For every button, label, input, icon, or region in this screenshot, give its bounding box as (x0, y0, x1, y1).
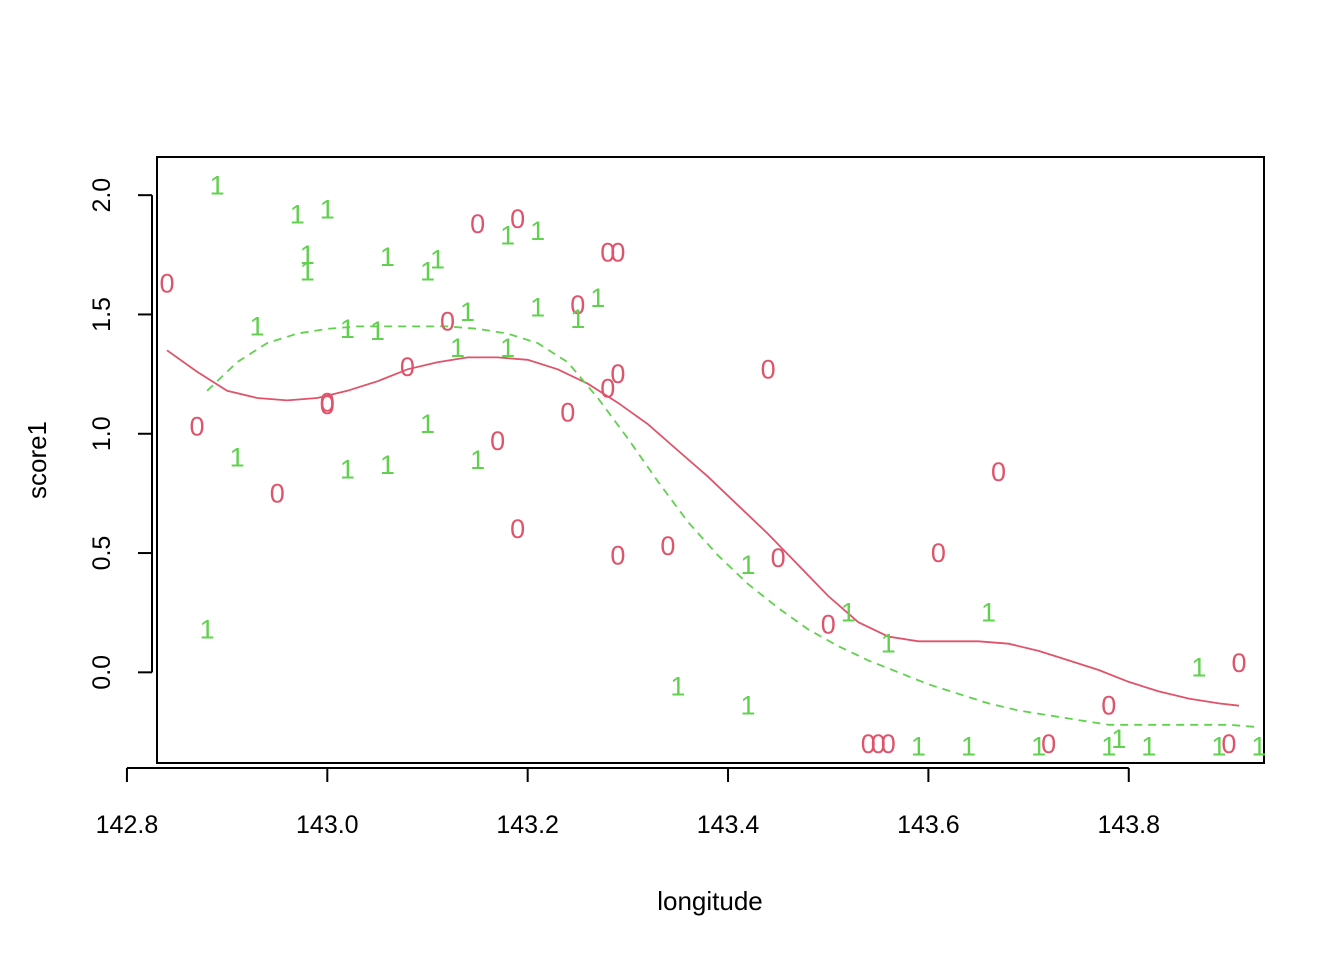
data-point-group-0: 0 (470, 209, 485, 239)
data-point-group-1: 1 (340, 455, 355, 485)
data-point-group-0: 0 (510, 204, 525, 234)
data-point-group-1: 1 (460, 297, 475, 327)
data-point-group-0: 0 (771, 543, 786, 573)
data-point-group-1: 1 (370, 316, 385, 346)
data-point-group-1: 1 (500, 221, 515, 251)
y-tick-label: 1.5 (88, 297, 116, 332)
smooth-line-group-1 (206, 325, 1260, 729)
data-point-group-0: 0 (160, 268, 175, 298)
y-axis-title: score1 (22, 421, 52, 499)
data-point-group-1: 1 (380, 450, 395, 480)
data-point-group-0: 0 (560, 397, 575, 427)
plot-frame (156, 156, 1265, 764)
data-point-group-1: 1 (470, 445, 485, 475)
data-point-group-0: 0 (600, 373, 615, 403)
data-point-group-1: 1 (1101, 731, 1116, 761)
data-point-group-1: 1 (500, 333, 515, 363)
data-point-group-0: 0 (871, 729, 886, 759)
y-tick-label: 1.0 (88, 416, 116, 451)
data-point-group-0: 0 (1101, 691, 1116, 721)
data-point-group-0: 0 (320, 388, 335, 418)
x-tick-label: 143.6 (897, 811, 960, 839)
data-point-group-0: 0 (660, 531, 675, 561)
data-point-group-0: 0 (570, 290, 585, 320)
data-point-group-1: 1 (210, 171, 225, 201)
data-point-group-0: 0 (1221, 729, 1236, 759)
data-point-group-1: 1 (320, 194, 335, 224)
data-point-group-0: 0 (440, 307, 455, 337)
data-point-group-1: 1 (340, 314, 355, 344)
y-tick-label: 0.5 (88, 536, 116, 571)
data-point-group-0: 0 (931, 538, 946, 568)
data-point-group-0: 0 (320, 390, 335, 420)
data-point-group-0: 0 (861, 729, 876, 759)
data-point-group-1: 1 (590, 283, 605, 313)
data-point-group-0: 0 (881, 729, 896, 759)
data-point-group-1: 1 (230, 443, 245, 473)
x-tick-label: 143.4 (697, 811, 760, 839)
data-point-group-1: 1 (1031, 731, 1046, 761)
data-point-group-0: 0 (610, 540, 625, 570)
data-point-group-1: 1 (1111, 724, 1126, 754)
data-point-group-1: 1 (961, 731, 976, 761)
x-axis: 142.8 143.0 143.2 143.4 143.6 143.8 (96, 767, 1160, 839)
data-point-group-1: 1 (1211, 731, 1226, 761)
data-point-group-1: 1 (430, 245, 445, 275)
x-tick-label: 143.0 (296, 811, 359, 839)
data-point-group-1: 1 (1141, 731, 1156, 761)
x-tick-label: 143.2 (496, 811, 559, 839)
data-point-group-0: 0 (1231, 648, 1246, 678)
data-point-group-1: 1 (911, 731, 926, 761)
data-point-group-1: 1 (741, 691, 756, 721)
y-axis: 0.0 0.5 1.0 1.5 2.0 (88, 178, 153, 690)
data-point-group-1: 1 (420, 257, 435, 287)
data-point-group-1: 1 (981, 598, 996, 628)
smooth-line-group-0 (166, 349, 1240, 707)
data-point-group-0: 0 (761, 354, 776, 384)
smooth-lines (166, 325, 1260, 729)
data-point-group-1: 1 (450, 333, 465, 363)
data-point-group-0: 0 (490, 426, 505, 456)
data-point-group-1: 1 (200, 614, 215, 644)
y-tick-label: 0.0 (88, 655, 116, 690)
y-tick-label: 2.0 (88, 178, 116, 213)
data-point-group-1: 1 (300, 257, 315, 287)
data-point-group-1: 1 (420, 409, 435, 439)
data-point-group-0: 0 (610, 237, 625, 267)
data-point-group-1: 1 (570, 304, 585, 334)
data-point-group-0: 0 (190, 412, 205, 442)
data-point-group-1: 1 (530, 216, 545, 246)
data-point-group-0: 0 (821, 610, 836, 640)
data-point-group-1: 1 (380, 242, 395, 272)
data-point-group-0: 0 (270, 478, 285, 508)
data-point-group-1: 1 (250, 311, 265, 341)
x-axis-title: longitude (657, 886, 763, 916)
x-tick-label: 142.8 (96, 811, 159, 839)
data-point-group-1: 1 (1251, 731, 1266, 761)
x-tick-label: 143.8 (1097, 811, 1160, 839)
data-point-group-1: 1 (741, 550, 756, 580)
data-point-group-1: 1 (881, 629, 896, 659)
data-point-group-1: 1 (1191, 653, 1206, 683)
data-point-group-0: 0 (400, 352, 415, 382)
data-point-group-0: 0 (600, 237, 615, 267)
data-point-group-0: 0 (610, 359, 625, 389)
data-point-group-1: 1 (300, 240, 315, 270)
data-point-group-1: 1 (670, 672, 685, 702)
data-point-group-0: 0 (991, 457, 1006, 487)
data-point-group-0: 0 (510, 514, 525, 544)
data-point-group-1: 1 (841, 598, 856, 628)
data-point-group-0: 0 (1041, 729, 1056, 759)
data-point-group-1: 1 (290, 199, 305, 229)
data-point-group-1: 1 (530, 292, 545, 322)
